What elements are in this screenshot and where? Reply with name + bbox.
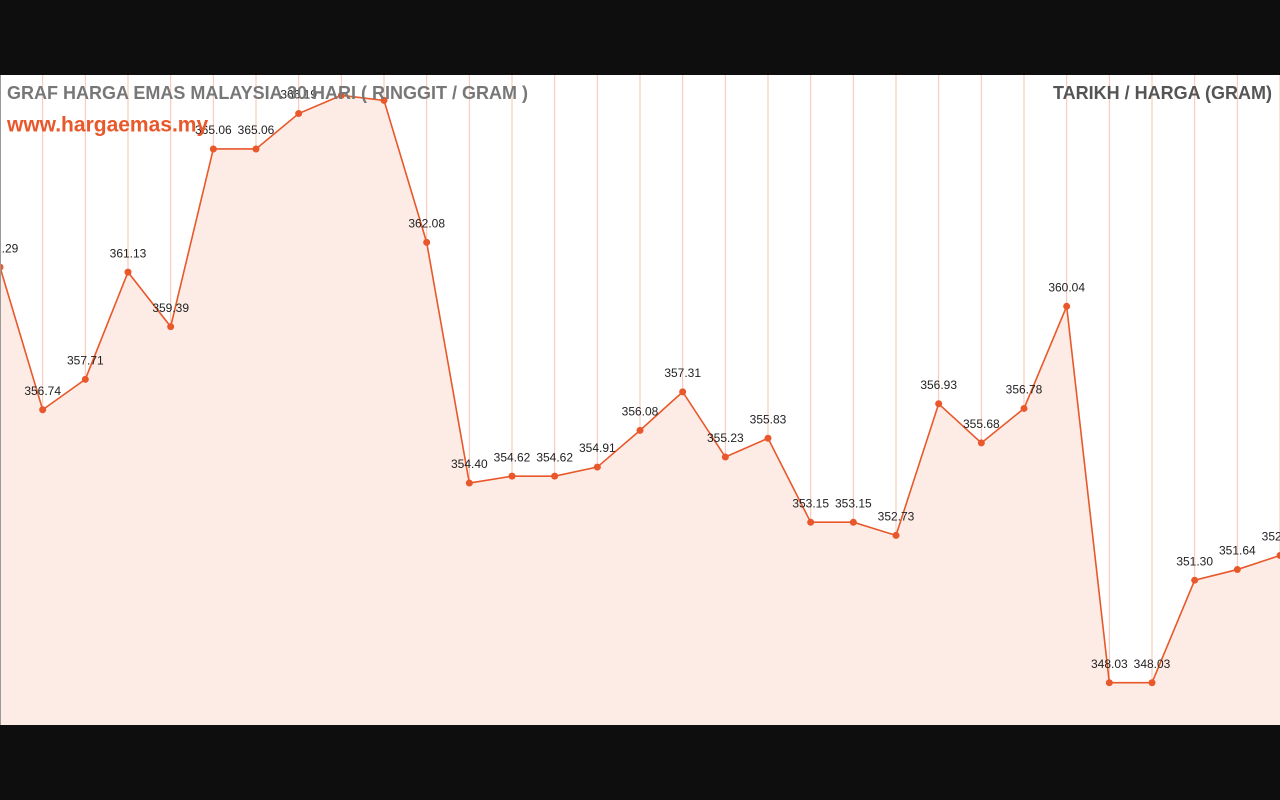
point (508, 472, 516, 480)
value-label: 352.73 (878, 510, 915, 524)
point (1148, 679, 1156, 687)
point (679, 388, 687, 396)
area (0, 95, 1280, 725)
value-label: 354.62 (536, 450, 573, 464)
point (593, 463, 601, 471)
value-label: 351.64 (1219, 544, 1256, 558)
point (935, 400, 943, 408)
point (977, 439, 985, 447)
point (1276, 551, 1280, 559)
value-label: 365.06 (195, 123, 232, 137)
value-label: 348.03 (1134, 657, 1171, 671)
value-label: 352.09 (1262, 530, 1280, 544)
plot: 361.29 356.74 357.71 361.13 359.39 365.06 365.… (0, 88, 1280, 725)
point (167, 323, 175, 331)
value-label: 351.30 (1176, 554, 1213, 568)
point (551, 472, 559, 480)
value-label: 354.40 (451, 457, 488, 471)
value-label: 353.15 (792, 496, 829, 510)
chart: 14-0515-0516-0517-0518-0519-0520-0521-05… (0, 75, 1280, 725)
value-label: 355.83 (750, 412, 787, 426)
point (81, 375, 89, 383)
value-label: 354.62 (494, 450, 531, 464)
value-label: 357.71 (67, 353, 104, 367)
point (892, 531, 900, 539)
value-label: 348.03 (1091, 657, 1128, 671)
point (1233, 566, 1241, 574)
point (1105, 679, 1113, 687)
value-label: 360.04 (1048, 280, 1085, 294)
value-label: 362.08 (408, 217, 445, 231)
value-label: 356.93 (920, 378, 957, 392)
value-label: 361.13 (110, 246, 147, 260)
point (423, 238, 431, 246)
point (721, 453, 729, 461)
value-label: 357.31 (664, 366, 701, 380)
point (764, 434, 772, 442)
point (465, 479, 473, 487)
point (807, 518, 815, 526)
point (636, 426, 644, 434)
value-label: 355.23 (707, 431, 744, 445)
value-label: 356.78 (1006, 383, 1043, 397)
point (337, 91, 345, 99)
point (252, 145, 260, 153)
point (295, 110, 303, 118)
point (1020, 404, 1028, 412)
value-label: 356.74 (24, 384, 61, 398)
point (209, 145, 217, 153)
value-label: 354.91 (579, 441, 616, 455)
point (380, 96, 388, 104)
axis-label: TARIKH / HARGA (GRAM) (1053, 83, 1272, 103)
point (1191, 576, 1199, 584)
value-label: 356.08 (622, 405, 659, 419)
point (124, 268, 132, 276)
point (1063, 302, 1071, 310)
point (849, 518, 857, 526)
chart-subtitle: www.hargaemas.my (6, 114, 208, 137)
value-label: 353.15 (835, 496, 872, 510)
chart-title: GRAF HARGA EMAS MALAYSIA 30 HARI ( RINGG… (7, 83, 528, 103)
value-label: 355.68 (963, 417, 1000, 431)
point (39, 406, 47, 414)
value-label: 366.19 (280, 88, 317, 102)
value-label: 359.39 (152, 301, 189, 315)
value-label: 365.06 (238, 123, 275, 137)
value-label: 361.29 (0, 241, 19, 255)
